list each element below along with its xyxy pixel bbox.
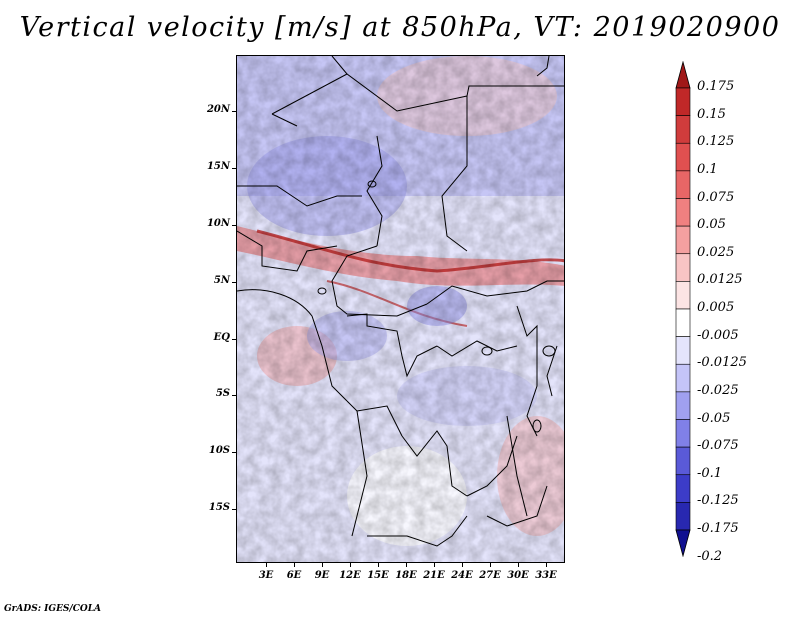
colorbar-swatch <box>675 446 691 476</box>
lon-tick <box>434 563 435 567</box>
grads-credit: GrADS: IGES/COLA <box>4 604 102 614</box>
colorbar-label: 0.15 <box>697 106 726 122</box>
lon-tick <box>546 563 547 567</box>
lat-label-5s: 5S <box>215 388 230 399</box>
lat-label-10s: 10S <box>208 445 230 456</box>
lat-tick <box>232 452 236 453</box>
colorbar-swatch <box>675 61 691 89</box>
colorbar-swatch <box>675 281 691 310</box>
lat-tick <box>232 168 236 169</box>
lon-tick <box>518 563 519 567</box>
lat-tick <box>232 111 236 112</box>
lat-tick <box>232 339 236 340</box>
colorbar-swatch <box>675 529 691 557</box>
lon-label-3e: 3E <box>258 570 274 581</box>
colorbar-swatch <box>675 308 691 337</box>
colorbar-label: 0.0125 <box>697 272 743 288</box>
lat-label-15s: 15S <box>208 502 230 513</box>
lon-tick <box>350 563 351 567</box>
lon-label-6e: 6E <box>286 570 302 581</box>
colorbar-swatch <box>675 253 691 282</box>
colorbar-label: -0.075 <box>697 438 739 454</box>
lon-label-15e: 15E <box>367 570 389 581</box>
colorbar-swatch <box>675 87 691 116</box>
lon-tick <box>378 563 379 567</box>
lat-tick <box>232 282 236 283</box>
colorbar-label: 0.005 <box>697 300 735 315</box>
colorbar-label: -0.05 <box>697 410 731 426</box>
lat-label-20n: 20N <box>206 104 230 115</box>
colorbar-label: 0.025 <box>697 244 735 260</box>
colorbar-label: -0.1 <box>697 465 723 481</box>
colorbar-label: -0.005 <box>697 327 739 343</box>
colorbar-swatch <box>675 198 691 227</box>
colorbar-label: 0.1 <box>697 161 718 177</box>
map-title: Vertical velocity [m/s] at 850hPa, VT: 2… <box>19 12 781 43</box>
colorbar-swatch <box>675 170 691 199</box>
colorbar-label: 0.125 <box>697 134 735 150</box>
colorbar-label: 0.075 <box>697 189 735 205</box>
colorbar-label: 0.175 <box>697 79 735 94</box>
colorbar-label: 0.05 <box>697 217 726 233</box>
map-panel[interactable] <box>236 55 565 563</box>
lon-label-18e: 18E <box>395 570 417 581</box>
lat-label-10n: 10N <box>206 218 230 229</box>
colorbar-swatch <box>675 142 691 172</box>
colorbar-swatch <box>675 391 691 420</box>
lon-tick <box>294 563 295 567</box>
lon-label-24e: 24E <box>451 570 473 581</box>
lat-label-eq: EQ <box>213 332 230 343</box>
colorbar-swatch <box>675 336 691 365</box>
lat-tick <box>232 395 236 396</box>
lon-tick <box>322 563 323 567</box>
lon-label-12e: 12E <box>339 570 361 581</box>
colorbar-label: -0.125 <box>697 493 739 509</box>
lon-label-27e: 27E <box>479 570 501 581</box>
colorbar-swatch <box>675 419 691 448</box>
colorbar-swatch <box>675 225 691 255</box>
lon-tick <box>266 563 267 567</box>
colorbar-swatch <box>675 115 691 144</box>
colorbar-swatch <box>675 363 691 393</box>
lon-tick <box>490 563 491 567</box>
lat-tick <box>232 509 236 510</box>
colorbar-swatch <box>675 474 691 503</box>
lon-label-30e: 30E <box>507 570 529 581</box>
colorbar-label: -0.2 <box>697 548 723 564</box>
lon-label-9e: 9E <box>314 570 330 581</box>
lon-label-33e: 33E <box>535 570 557 581</box>
vertical-velocity-field <box>237 56 564 562</box>
lon-tick <box>406 563 407 567</box>
lat-label-15n: 15N <box>206 161 230 172</box>
colorbar-label: -0.025 <box>697 382 739 398</box>
lon-label-21e: 21E <box>423 570 445 581</box>
lat-tick <box>232 225 236 226</box>
colorbar-swatch <box>675 502 691 531</box>
lon-tick <box>462 563 463 567</box>
lat-label-5n: 5N <box>213 275 230 286</box>
colorbar-label: -0.175 <box>697 521 739 536</box>
colorbar-label: -0.0125 <box>697 355 747 371</box>
colorbar-graphic <box>675 61 691 557</box>
